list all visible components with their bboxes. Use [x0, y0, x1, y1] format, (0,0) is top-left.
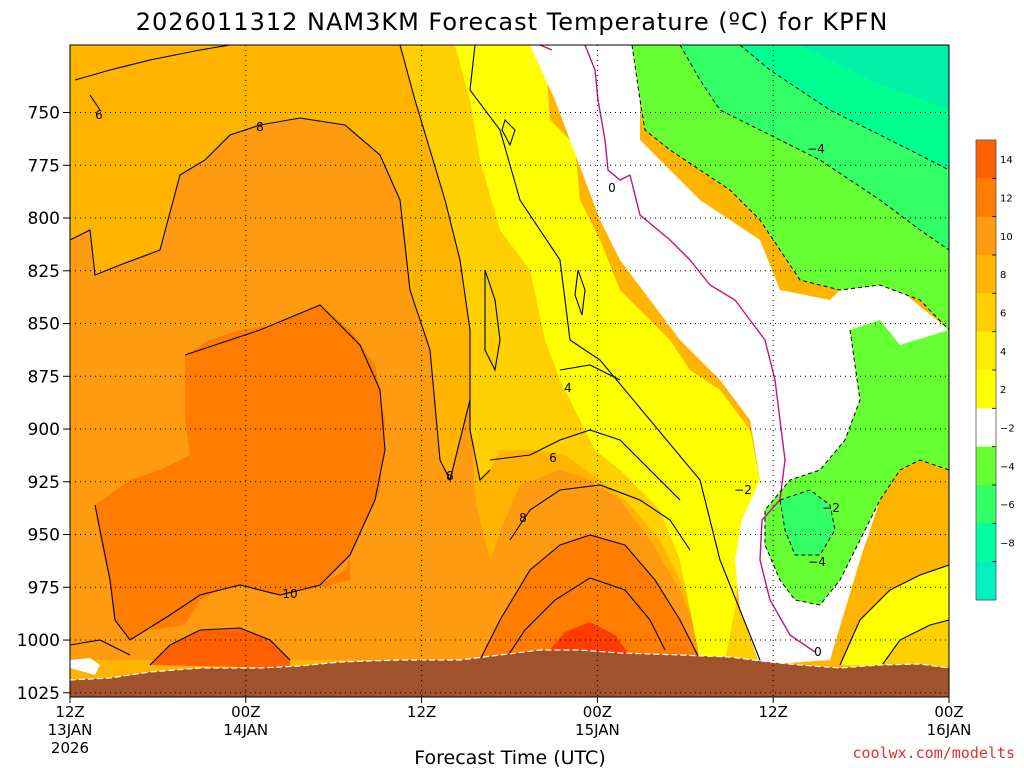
contour-labels: 6 8 0 −4 8 4 6 10 8 −2 −2 −4 0 — [95, 108, 840, 659]
colorbar-label: 12 — [1000, 194, 1013, 205]
colorbar-label: 14 — [1000, 155, 1013, 166]
colorbar-label: −2 — [1000, 424, 1015, 435]
band-minus-4-6 — [780, 490, 835, 555]
x-tick-label: 12Z — [759, 703, 788, 721]
temperature-field — [70, 45, 949, 697]
contour-label: 8 — [519, 511, 527, 525]
x-tick-label: 00Z — [583, 703, 612, 721]
y-tick-label: 850 — [28, 315, 60, 335]
y-tick-label: 950 — [28, 526, 60, 546]
x-tick-label: 12Z — [407, 703, 436, 721]
band-10-12-core — [95, 305, 385, 640]
y-axis: 750 775 800 825 850 875 900 925 950 975 1000 1025 — [17, 104, 70, 704]
colorbar-swatch — [976, 178, 996, 218]
contour-label: 8 — [446, 469, 454, 483]
colorbar-label: 10 — [1000, 232, 1013, 243]
surface-pocket — [70, 658, 100, 675]
colorbar-label: −8 — [1000, 539, 1015, 550]
y-tick-label: 825 — [28, 262, 60, 282]
contour-label: −2 — [734, 483, 752, 497]
y-tick-label: 925 — [28, 473, 60, 493]
y-tick-label: 800 — [28, 209, 60, 229]
colorbar-swatch — [976, 370, 996, 409]
y-tick-label: 1025 — [17, 684, 60, 704]
chart-title: 2026011312 NAM3KM Forecast Temperature (… — [136, 8, 889, 36]
colorbar-label: 4 — [1000, 347, 1006, 358]
contour-label: 0 — [608, 181, 616, 195]
y-tick-label: 875 — [28, 367, 60, 387]
colorbar-swatch — [976, 446, 996, 486]
colorbar: 14 12 10 8 6 4 2 −2 −4 −6 −8 — [975, 139, 1015, 601]
credit: coolwx.com/modelts — [852, 744, 1015, 762]
colorbar-label: −4 — [1000, 462, 1015, 473]
colorbar-label: 8 — [1000, 270, 1006, 281]
colorbar-swatch — [976, 293, 996, 333]
colorbar-label: 2 — [1000, 385, 1006, 396]
contour-label: 0 — [814, 645, 822, 659]
contour-label: 10 — [282, 587, 297, 601]
band-minus-8 — [800, 45, 949, 110]
contour-label: 8 — [256, 120, 264, 134]
x-tick-label: 2026 — [51, 739, 89, 757]
contour-label: −4 — [807, 142, 825, 156]
colorbar-swatch — [976, 331, 996, 371]
x-tick-label: 12Z — [55, 703, 84, 721]
contour-label: 6 — [549, 451, 557, 465]
x-tick-label: 00Z — [934, 703, 963, 721]
colorbar-swatch — [976, 485, 996, 524]
x-tick-label: 13JAN — [48, 721, 93, 739]
plot-frame — [69, 44, 950, 698]
x-tick-label: 00Z — [231, 703, 260, 721]
colorbar-swatch — [976, 140, 996, 179]
colorbar-swatch — [976, 523, 996, 563]
terrain — [70, 650, 949, 697]
grid — [70, 45, 949, 697]
colorbar-swatch — [976, 408, 996, 448]
y-tick-label: 900 — [28, 420, 60, 440]
negative-contours — [631, 45, 949, 606]
colorbar-swatch — [976, 561, 996, 601]
x-axis-label: Forecast Time (UTC) — [414, 747, 605, 768]
x-tick-label: 16JAN — [927, 721, 972, 739]
contour-label: −2 — [822, 501, 840, 515]
contour-label: −4 — [808, 555, 826, 569]
band-14-16 — [545, 622, 630, 655]
terrain-edge — [70, 649, 949, 681]
colorbar-label: 6 — [1000, 309, 1006, 320]
y-tick-label: 1000 — [17, 631, 60, 651]
colorbar-label: −6 — [1000, 500, 1015, 511]
contour-label: 6 — [95, 108, 103, 122]
y-tick-label: 975 — [28, 578, 60, 598]
band-2-4 — [455, 45, 760, 660]
x-tick-label: 15JAN — [575, 721, 620, 739]
band-4-6-ne — [880, 620, 949, 668]
colorbar-swatch — [976, 255, 996, 294]
x-tick-label: 14JAN — [223, 721, 268, 739]
y-tick-label: 750 — [28, 104, 60, 124]
zero-isotherm — [539, 45, 816, 653]
y-tick-label: 775 — [28, 156, 60, 176]
colorbar-swatch — [976, 216, 996, 256]
contour-label: 4 — [564, 381, 572, 395]
